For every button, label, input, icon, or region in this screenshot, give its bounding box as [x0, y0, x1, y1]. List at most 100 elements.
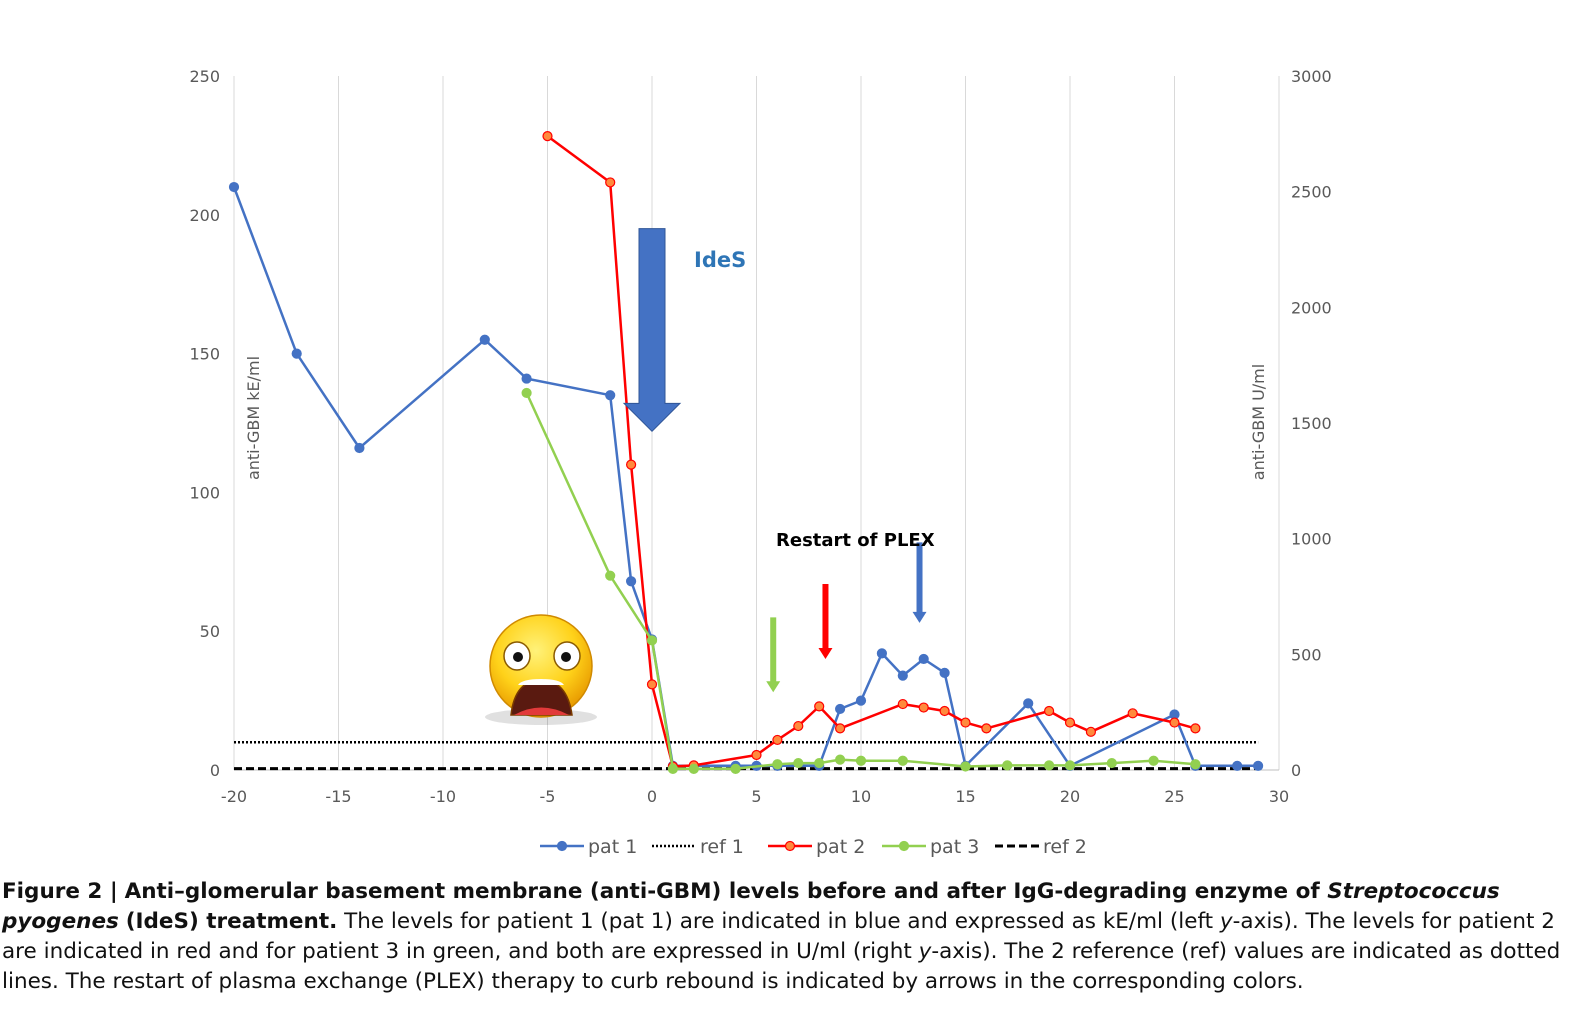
x-tick-label: 15 — [955, 787, 975, 806]
data-point-pat-3 — [521, 387, 532, 399]
screaming-face-icon — [485, 614, 597, 725]
axes: -20 -15 -10 -5 0 5 10 15 20 25 3005010015020025005… — [189, 67, 1331, 806]
data-point-pat-2 — [814, 701, 825, 712]
y-left-axis-title: anti-GBM kE/ml — [244, 356, 263, 480]
data-point-pat-1 — [291, 348, 302, 359]
y-left-tick-label: 250 — [189, 67, 220, 86]
caption-body3: -axis). The 2 reference (ref) values are… — [2, 939, 1561, 994]
arrows-layer — [622, 228, 927, 693]
legend-marker-pat-3 — [898, 840, 910, 852]
data-point-pat-2 — [1169, 717, 1180, 728]
data-point-pat-2 — [834, 723, 846, 734]
x-tick-label: 20 — [1060, 787, 1080, 806]
data-point-pat-3 — [793, 757, 804, 769]
y-left-tick-label: 150 — [189, 345, 220, 364]
data-point-pat-1 — [1232, 760, 1243, 771]
plex-pat2-arrow — [818, 584, 833, 659]
x-tick-label: 30 — [1269, 787, 1289, 806]
y-right-tick-label: 1500 — [1291, 414, 1332, 433]
data-point-pat-1 — [876, 648, 888, 659]
data-point-pat-2 — [1085, 726, 1097, 737]
x-tick-label: -10 — [430, 787, 456, 806]
y-right-tick-label: 500 — [1291, 645, 1322, 664]
data-point-pat-2 — [1064, 717, 1076, 728]
x-tick-label: 5 — [751, 787, 761, 806]
data-point-pat-1 — [521, 373, 532, 384]
ides-label: IdeS — [694, 248, 746, 272]
data-point-pat-2 — [772, 734, 783, 746]
data-point-pat-2 — [793, 720, 804, 732]
legend-label-pat-3: pat 3 — [930, 836, 979, 858]
y-left-tick-label: 200 — [189, 206, 220, 225]
data-point-pat-2 — [605, 177, 616, 188]
caption-body1: The levels for patient 1 (pat 1) are ind… — [337, 909, 1220, 934]
legend-label-ref-2: ref 2 — [1043, 836, 1087, 858]
series-line-pat-2 — [546, 135, 1196, 768]
series-layer — [228, 131, 1264, 774]
data-point-pat-2 — [1043, 705, 1055, 717]
data-point-pat-2 — [646, 679, 658, 690]
data-point-pat-1 — [939, 667, 950, 678]
x-tick-label: -20 — [221, 787, 247, 806]
data-point-pat-1 — [855, 695, 867, 706]
data-point-pat-2 — [542, 131, 553, 142]
y-right-axis-title: anti-GBM U/ml — [1249, 364, 1268, 480]
data-point-pat-1 — [1252, 760, 1264, 771]
x-tick-label: 10 — [851, 787, 871, 806]
data-point-pat-3 — [1064, 760, 1076, 771]
data-point-pat-3 — [855, 755, 867, 766]
chart: -20 -15 -10 -5 0 5 10 15 20 25 3005010015020025005… — [189, 67, 1331, 858]
grid-lines — [233, 76, 1280, 770]
data-point-pat-3 — [688, 763, 699, 774]
caption-y2: y — [918, 939, 932, 964]
annotation-labels: IdeS Restart of PLEX — [694, 248, 935, 551]
x-tick-label: -5 — [540, 787, 556, 806]
data-point-pat-3 — [772, 759, 783, 770]
data-point-pat-3 — [1148, 755, 1159, 766]
data-point-pat-3 — [605, 570, 616, 581]
data-point-pat-3 — [1002, 760, 1013, 771]
x-tick-label: 0 — [647, 787, 657, 806]
y-right-tick-label: 0 — [1291, 761, 1301, 780]
figure-caption: Figure 2 | Anti–glomerular basement memb… — [2, 877, 1572, 997]
data-point-pat-2 — [625, 459, 637, 470]
data-point-pat-1 — [605, 390, 616, 401]
legend-label-ref-1: ref 1 — [700, 836, 744, 858]
data-point-pat-2 — [981, 723, 992, 734]
caption-title-part2: (IdeS) treatment. — [125, 909, 338, 934]
legend-marker-pat-1 — [556, 840, 568, 852]
data-point-pat-1 — [625, 576, 637, 587]
data-point-pat-2 — [1190, 723, 1201, 734]
y-right-tick-label: 1000 — [1291, 530, 1332, 549]
plex-pat3-arrow — [766, 617, 781, 693]
legend-marker-pat-2 — [784, 840, 796, 852]
y-left-tick-label: 0 — [210, 761, 220, 780]
plex-pat1-arrow — [912, 542, 927, 623]
legend: pat 1 ref 1 pat 2 pat 3 ref 2 — [540, 836, 1087, 858]
data-point-pat-2 — [1127, 708, 1138, 719]
data-point-pat-1 — [228, 181, 240, 193]
data-point-pat-1 — [918, 653, 929, 665]
data-point-pat-3 — [1043, 760, 1055, 771]
data-point-pat-2 — [960, 717, 971, 728]
data-point-pat-3 — [897, 755, 908, 766]
y-right-tick-label: 3000 — [1291, 67, 1332, 86]
data-point-pat-2 — [751, 749, 762, 761]
data-point-pat-2 — [897, 698, 908, 710]
series-line-pat-1 — [232, 186, 1259, 768]
data-point-pat-2 — [918, 702, 929, 713]
caption-figure-label: Figure 2 | — [2, 879, 118, 904]
data-point-pat-3 — [646, 635, 658, 646]
y-right-tick-label: 2000 — [1291, 298, 1332, 317]
legend-label-pat-2: pat 2 — [816, 836, 865, 858]
data-point-pat-1 — [479, 334, 490, 345]
data-point-pat-3 — [667, 763, 679, 774]
y-right-tick-label: 2500 — [1291, 183, 1332, 202]
data-point-pat-3 — [960, 761, 971, 772]
y-left-tick-label: 50 — [200, 622, 220, 641]
data-point-pat-1 — [897, 670, 908, 681]
data-point-pat-3 — [1106, 757, 1117, 769]
ides-arrow — [622, 228, 682, 433]
caption-title-part1: Anti–glomerular basement membrane (anti-… — [124, 879, 1328, 904]
data-point-pat-1 — [354, 442, 365, 454]
